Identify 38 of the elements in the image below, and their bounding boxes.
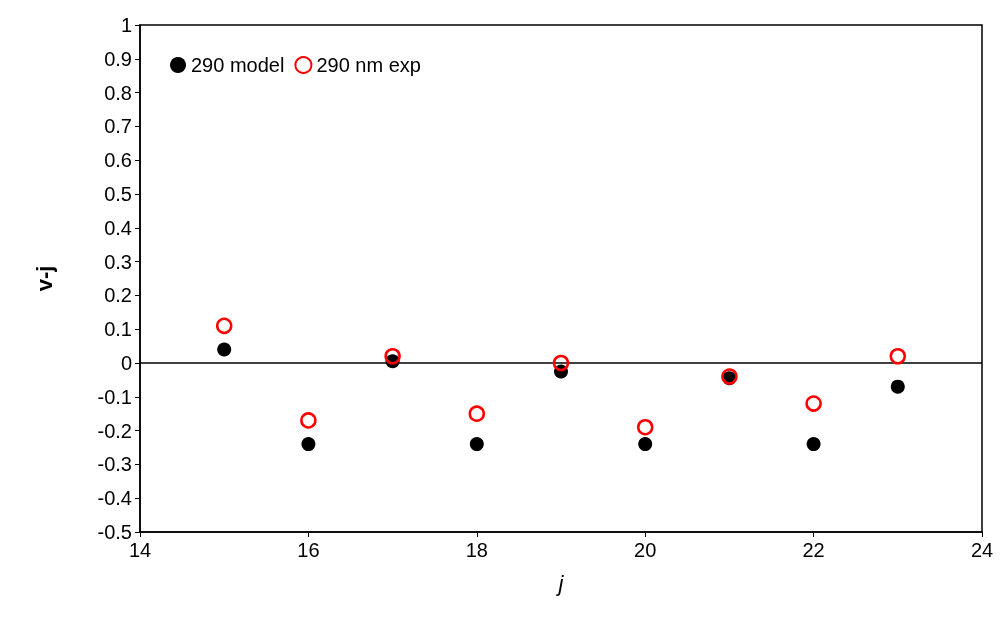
y-tick-label: 0: [120, 352, 132, 374]
legend-label: 290 nm exp: [316, 54, 421, 76]
y-tick-label: 0.1: [104, 318, 132, 341]
legend-label: 290 model: [191, 54, 285, 76]
point: [215, 317, 233, 335]
y-tick-label: 0.8: [104, 81, 132, 104]
y-tick-label: 1: [120, 14, 132, 36]
y-tick-label: -0.1: [97, 385, 132, 408]
x-tick-label: 24: [970, 539, 994, 561]
x-axis-title: j: [555, 570, 565, 596]
point: [300, 412, 317, 429]
point: [217, 342, 232, 357]
point: [552, 354, 570, 372]
x-tick-label: 20: [634, 539, 657, 561]
point: [384, 347, 401, 365]
x-tick-label: 22: [802, 539, 825, 561]
y-tick-label: 0.4: [104, 216, 132, 239]
point: [889, 347, 907, 365]
y-tick-label: 0.9: [104, 47, 132, 70]
point: [805, 395, 822, 412]
point: [638, 437, 653, 452]
x-tick-label: 16: [297, 539, 320, 561]
point: [469, 437, 484, 452]
y-tick-label: -0.3: [97, 453, 132, 476]
y-tick-label: 0.2: [104, 284, 132, 307]
y-tick-label: -0.2: [97, 419, 132, 442]
y-tick-label: 0.6: [104, 149, 132, 172]
point: [806, 437, 821, 452]
x-tick-label: 18: [465, 539, 488, 561]
point: [468, 405, 486, 422]
point: [636, 418, 654, 436]
point: [301, 437, 316, 452]
y-tick-label: 0.7: [104, 115, 132, 138]
y-tick-label: 0.3: [104, 250, 132, 273]
y-tick-label: 0.5: [104, 183, 132, 205]
point: [890, 379, 905, 394]
y-axis-title: v-j: [31, 265, 57, 292]
y-tick-label: -0.4: [97, 487, 132, 510]
